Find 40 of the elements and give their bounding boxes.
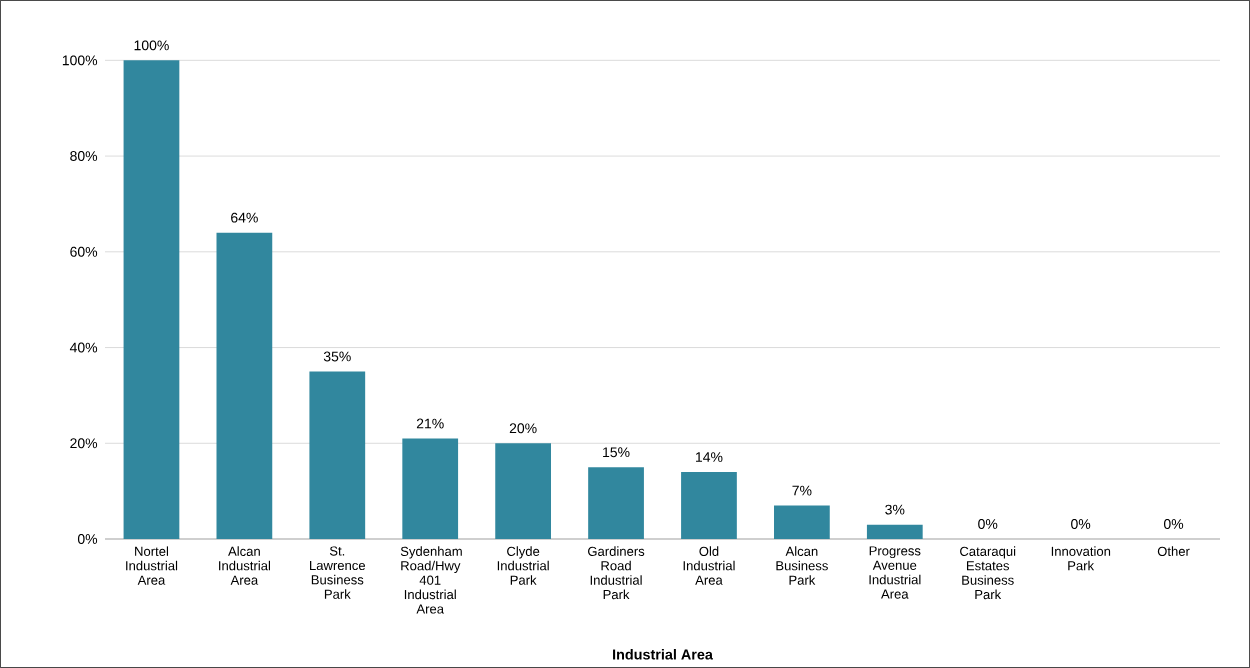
x-tick-label: Alcan Business Park bbox=[776, 546, 828, 585]
data-label: 35% bbox=[323, 351, 351, 362]
x-tick-label: Innovation Park bbox=[1051, 546, 1111, 571]
bar bbox=[866, 524, 923, 539]
y-tick-label: 60% bbox=[70, 246, 98, 257]
y-tick-label: 20% bbox=[70, 438, 98, 449]
x-tick-label: Alcan Industrial Area bbox=[219, 546, 271, 585]
x-tick-label: Progress Avenue Industrial Area bbox=[869, 546, 921, 599]
bar bbox=[588, 467, 644, 539]
data-label: 3% bbox=[885, 504, 905, 515]
bar bbox=[123, 60, 180, 539]
data-label: 7% bbox=[792, 485, 812, 496]
y-tick-label: 100% bbox=[62, 55, 98, 66]
x-tick-label: Cataraqui Estates Business Park bbox=[960, 546, 1016, 600]
x-tick-label: St. Lawrence Business Park bbox=[310, 546, 366, 599]
y-tick-label: 80% bbox=[70, 151, 98, 162]
bar bbox=[495, 443, 552, 539]
data-label: 21% bbox=[416, 418, 444, 429]
bar bbox=[402, 438, 459, 539]
y-tick-label: 40% bbox=[69, 342, 98, 353]
x-tick-label: Nortel Industrial Area bbox=[126, 546, 178, 585]
data-label: 0% bbox=[1071, 519, 1091, 529]
y-tick-label: 0% bbox=[77, 534, 98, 544]
bar bbox=[216, 232, 273, 539]
data-label: 100% bbox=[134, 40, 169, 51]
data-label: 14% bbox=[696, 452, 723, 462]
data-label: 64% bbox=[231, 212, 258, 223]
x-tick-label: Old Industrial Area bbox=[683, 546, 735, 585]
data-label: 0% bbox=[978, 519, 998, 529]
x-axis-title: Industrial Area bbox=[613, 649, 714, 660]
x-tick-label: Gardiners Road Industrial Park bbox=[588, 546, 645, 600]
data-label: 20% bbox=[509, 423, 537, 434]
bar bbox=[681, 471, 737, 539]
bar bbox=[774, 505, 830, 539]
data-label: 15% bbox=[603, 447, 630, 458]
bar bbox=[309, 371, 366, 539]
x-tick-label: Clyde Industrial Park bbox=[497, 546, 549, 585]
x-tick-label: Sydenham Road/Hwy 401 Industrial Area bbox=[400, 546, 462, 614]
data-label: 0% bbox=[1163, 519, 1184, 529]
x-tick-label: Other bbox=[1157, 546, 1190, 556]
